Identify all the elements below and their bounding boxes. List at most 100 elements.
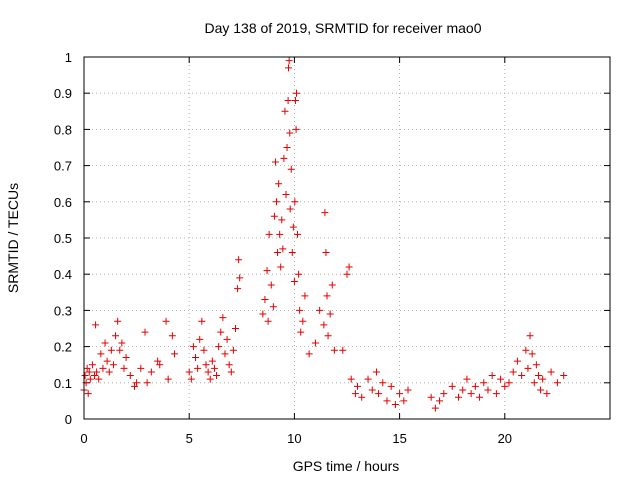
data-point xyxy=(273,198,281,206)
data-point xyxy=(285,64,293,72)
data-point xyxy=(476,393,484,401)
data-point xyxy=(291,198,299,206)
data-point xyxy=(358,393,366,401)
data-point xyxy=(88,361,96,369)
data-point xyxy=(267,281,275,289)
data-point xyxy=(280,154,288,162)
data-point xyxy=(281,107,289,115)
data-point xyxy=(480,379,488,387)
data-point xyxy=(206,375,214,383)
data-point xyxy=(404,386,412,394)
data-point xyxy=(528,350,536,358)
data-point xyxy=(213,372,221,380)
axis-ticks: 00.10.20.30.40.50.60.70.80.910 5 10 15 20 xyxy=(54,50,610,446)
data-point xyxy=(107,346,115,354)
data-point xyxy=(275,180,283,188)
x-tick-label: 5 xyxy=(186,431,193,446)
data-point xyxy=(204,368,212,376)
data-point xyxy=(497,375,505,383)
data-point xyxy=(269,303,277,311)
data-point xyxy=(137,364,145,372)
data-point xyxy=(321,209,329,217)
data-point xyxy=(263,267,271,275)
data-point xyxy=(305,350,313,358)
data-point xyxy=(311,339,319,347)
data-point xyxy=(400,397,408,405)
data-point xyxy=(522,346,530,354)
y-tick-label: 0.4 xyxy=(54,267,72,282)
data-point xyxy=(283,144,291,151)
data-point xyxy=(192,353,200,361)
y-tick-label: 0.5 xyxy=(54,231,72,246)
data-point xyxy=(513,357,521,365)
data-point xyxy=(316,306,324,314)
data-point xyxy=(271,158,279,166)
data-point xyxy=(95,375,103,383)
data-point xyxy=(488,372,496,380)
data-point xyxy=(126,372,134,380)
data-point xyxy=(103,357,111,365)
y-tick-label: 0.8 xyxy=(54,122,72,137)
y-tick-label: 0.1 xyxy=(54,376,72,391)
data-point xyxy=(284,96,292,104)
data-point xyxy=(279,245,287,253)
data-points xyxy=(80,57,568,412)
data-point xyxy=(198,317,206,325)
data-point xyxy=(375,390,383,398)
data-point xyxy=(274,248,282,256)
data-point xyxy=(440,390,448,398)
data-point xyxy=(200,346,208,354)
data-point xyxy=(372,368,380,376)
data-point xyxy=(91,372,99,380)
data-point xyxy=(505,379,513,387)
data-point xyxy=(364,375,372,383)
data-point xyxy=(282,191,290,199)
x-tick-label: 20 xyxy=(498,431,512,446)
data-point xyxy=(225,361,233,369)
data-point xyxy=(277,263,285,271)
data-point xyxy=(509,368,517,376)
data-point xyxy=(235,256,243,264)
data-point xyxy=(294,230,302,238)
data-point xyxy=(484,386,492,394)
data-point xyxy=(141,328,149,336)
data-point xyxy=(291,96,299,104)
data-point xyxy=(532,361,540,369)
data-point xyxy=(427,393,435,401)
data-point xyxy=(289,223,297,231)
data-point xyxy=(326,310,334,318)
data-point xyxy=(189,343,197,351)
data-point xyxy=(170,350,178,358)
y-tick-label: 0.7 xyxy=(54,159,72,174)
data-point xyxy=(276,230,284,238)
data-point xyxy=(530,379,538,387)
chart-title: Day 138 of 2019, SRMTID for receiver mao… xyxy=(204,20,481,36)
data-point xyxy=(463,375,471,383)
x-axis-label: GPS time / hours xyxy=(293,458,400,474)
data-point xyxy=(328,281,336,289)
data-point xyxy=(547,368,555,376)
data-point xyxy=(287,165,295,173)
data-point xyxy=(118,339,126,347)
data-point xyxy=(219,314,227,322)
y-tick-label: 0.9 xyxy=(54,86,72,101)
y-tick-label: 0.6 xyxy=(54,195,72,210)
data-point xyxy=(455,393,463,401)
data-point xyxy=(81,372,89,380)
data-point xyxy=(236,274,244,282)
data-point xyxy=(431,404,439,412)
data-point xyxy=(286,205,294,213)
data-point xyxy=(187,375,195,383)
data-point xyxy=(162,317,170,325)
data-point xyxy=(185,368,193,376)
data-point xyxy=(270,212,278,220)
data-point xyxy=(297,328,305,336)
data-point xyxy=(543,390,551,398)
data-point xyxy=(234,285,242,293)
data-point xyxy=(208,357,216,365)
data-point xyxy=(217,328,225,336)
data-point xyxy=(265,230,273,238)
y-tick-label: 0 xyxy=(65,412,72,427)
data-point xyxy=(351,390,359,398)
